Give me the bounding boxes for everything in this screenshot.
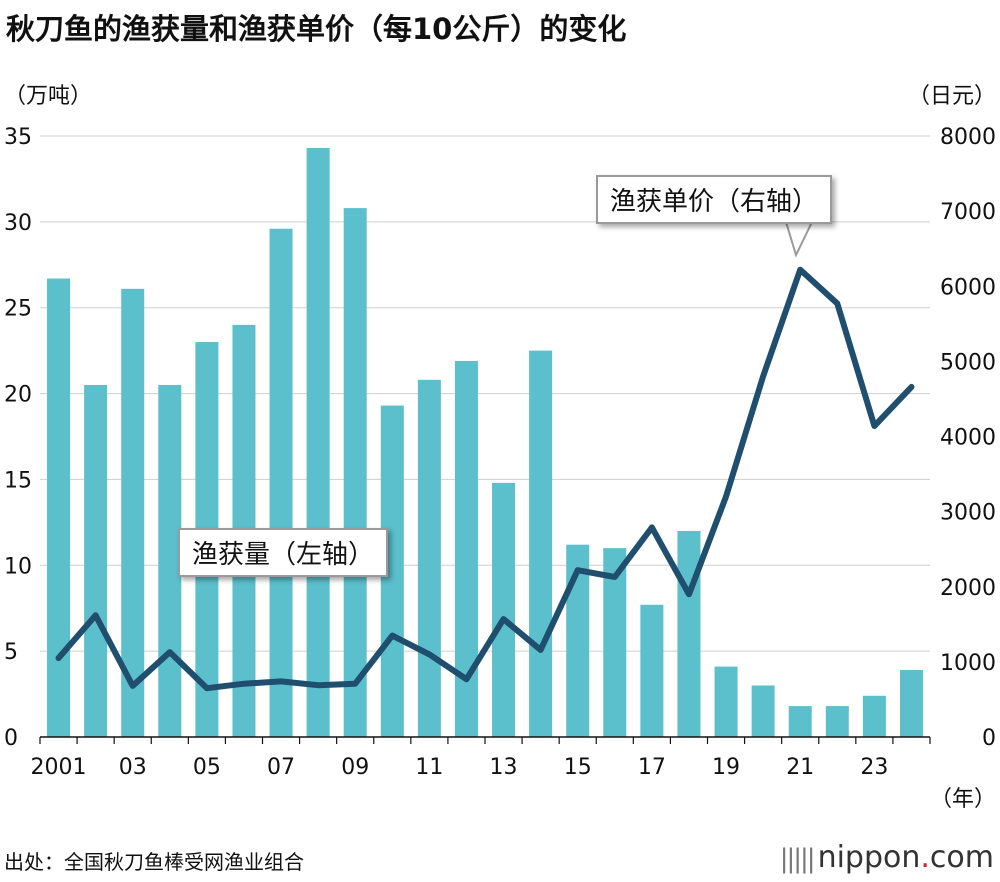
catch-bar [492,482,516,737]
left-axis-unit: （万吨） [4,84,93,109]
catch-bar [788,706,812,737]
callout-pointer-icon [784,221,814,258]
nippon-logo: ||||| nippon.com [780,840,994,875]
logo-dots-icon: ||||| [779,844,816,874]
catch-callout: 渔获量（左轴） [178,528,389,577]
x-tick-label: 23 [860,755,888,780]
x-tick-label: 19 [712,755,740,780]
price-callout-tail [784,220,814,258]
right-tick-label: 0 [982,726,996,751]
x-tick-label: 07 [267,755,295,780]
price-line [55,266,915,692]
left-tick-label: 10 [4,554,32,579]
catch-bar [751,685,775,737]
price-callout: 渔获单价（右轴） [596,175,833,224]
left-tick-label: 0 [4,726,18,751]
catch-bar [640,604,664,737]
x-tick-label: 17 [638,755,666,780]
x-tick-label: 11 [415,755,443,780]
right-tick-label: 3000 [940,501,996,526]
axes [39,736,931,744]
catch-bar [529,350,553,737]
catch-bar [121,288,145,737]
chart-title: 秋刀鱼的渔获量和渔获单价（每10公斤）的变化 [6,12,627,46]
right-tick-label: 2000 [940,576,996,601]
left-tick-label: 20 [4,383,32,408]
logo-dot: . [920,840,930,875]
logo-tail: com [929,840,994,875]
logo-main: nippon [817,840,921,875]
catch-bar [825,706,849,737]
right-axis-unit: （日元） [907,84,996,109]
x-tick-label: 13 [490,755,518,780]
x-tick-label: 21 [786,755,814,780]
catch-bar [566,544,590,737]
catch-bar [47,278,71,737]
x-tick-label: 05 [193,755,221,780]
catch-bar [417,379,441,737]
x-axis-unit: （年） [930,787,996,812]
catch-bar [862,695,886,737]
catch-bar [269,228,293,737]
x-tick-label: 03 [119,755,147,780]
catch-bar [306,148,330,737]
left-tick-label: 30 [4,211,32,236]
catch-bar [84,384,108,737]
right-tick-label: 7000 [940,200,996,225]
right-tick-label: 1000 [940,651,996,676]
catch-bar [677,530,701,737]
right-tick-label: 4000 [940,426,996,451]
catch-bar [158,384,182,737]
left-tick-label: 5 [4,640,18,665]
left-tick-label: 25 [4,297,32,322]
catch-bar [603,548,627,737]
catch-bar [380,405,404,737]
source-note: 出处：全国秋刀鱼棒受网渔业组合 [4,850,304,874]
catch-bar [454,360,478,737]
x-tick-label: 09 [341,755,369,780]
left-tick-label: 15 [4,468,32,493]
catch-bar [899,670,923,737]
x-tick-label: 2001 [31,755,87,780]
x-tick-label: 15 [564,755,592,780]
catch-bar [343,208,367,737]
left-tick-label: 35 [4,125,32,150]
right-tick-label: 5000 [940,350,996,375]
right-tick-label: 8000 [940,125,996,150]
right-tick-label: 6000 [940,275,996,300]
tick-labels: 0510152025303501000200030004000500060007… [4,125,996,812]
price-line-path [55,266,915,692]
catch-bar [714,666,738,737]
